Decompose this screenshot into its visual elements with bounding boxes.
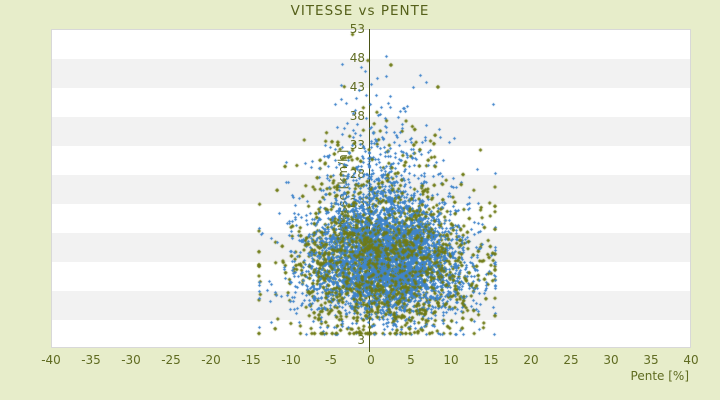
y-tick-label: 48 (349, 51, 365, 65)
x-tick-label: -5 (325, 353, 337, 367)
x-tick-label: 10 (443, 353, 459, 367)
x-tick-label: -25 (161, 353, 181, 367)
x-tick-label: -40 (41, 353, 61, 367)
x-tick-label: 20 (523, 353, 539, 367)
x-tick-label: 5 (407, 353, 415, 367)
y-tick-label: 13 (349, 254, 365, 268)
y-tick-label: 8 (357, 283, 365, 297)
chart-title: VITESSE vs PENTE (290, 3, 430, 19)
x-tick-label: -10 (281, 353, 301, 367)
x-tick-label: -20 (201, 353, 221, 367)
x-tick-label: 15 (483, 353, 499, 367)
y-tick-label: 53 (349, 22, 365, 36)
y-tick-label: 38 (349, 109, 365, 123)
y-axis-line (369, 29, 370, 352)
x-tick-label: -35 (81, 353, 101, 367)
x-tick-label: 40 (683, 353, 699, 367)
x-tick-label: -30 (121, 353, 141, 367)
x-axis-title: Pente [%] (630, 369, 689, 383)
y-tick-label: 43 (349, 80, 365, 94)
y-tick-label: 3 (357, 333, 365, 347)
x-tick-label: 0 (367, 353, 375, 367)
y-axis-title: Vitesse [km/h] (336, 149, 350, 237)
x-tick-label: 35 (643, 353, 659, 367)
x-tick-label: 30 (603, 353, 619, 367)
plot-area (51, 29, 691, 348)
x-tick-label: -15 (241, 353, 261, 367)
x-tick-label: 25 (563, 353, 579, 367)
